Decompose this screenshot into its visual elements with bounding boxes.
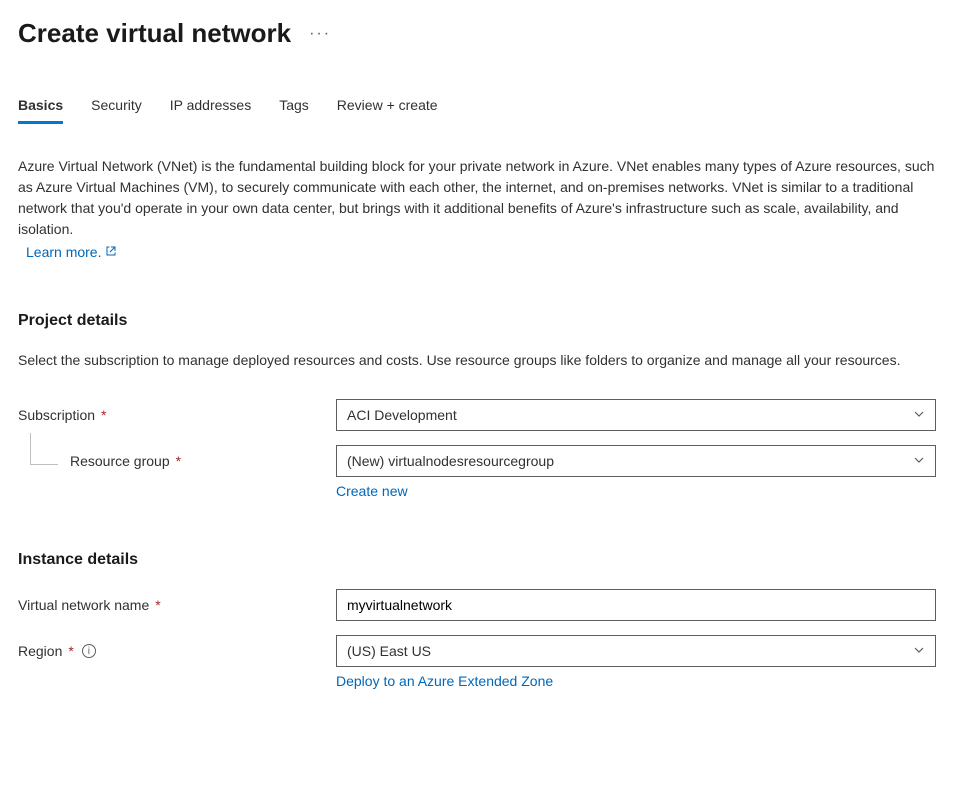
subscription-value: ACI Development (347, 407, 457, 423)
tabs: Basics Security IP addresses Tags Review… (18, 97, 938, 124)
chevron-down-icon (913, 453, 925, 469)
region-select[interactable]: (US) East US (336, 635, 936, 667)
required-indicator: * (176, 453, 181, 469)
vnet-name-label: Virtual network name * (18, 597, 336, 613)
subscription-select[interactable]: ACI Development (336, 399, 936, 431)
resource-group-value: (New) virtualnodesresourcegroup (347, 453, 554, 469)
indent-connector (30, 433, 58, 465)
deploy-extended-row: Deploy to an Azure Extended Zone (336, 673, 938, 689)
region-label: Region * i (18, 643, 336, 659)
info-icon[interactable]: i (82, 644, 96, 658)
tab-basics[interactable]: Basics (18, 97, 63, 124)
subscription-label: Subscription * (18, 407, 336, 423)
resource-group-row: Resource group * (New) virtualnodesresou… (18, 445, 938, 477)
learn-more-label: Learn more. (26, 244, 101, 260)
learn-more-link[interactable]: Learn more. (26, 244, 117, 260)
region-row: Region * i (US) East US (18, 635, 938, 667)
region-value: (US) East US (347, 643, 431, 659)
vnet-name-row: Virtual network name * (18, 589, 938, 621)
project-details-description: Select the subscription to manage deploy… (18, 350, 938, 371)
more-options-icon[interactable]: ··· (309, 25, 331, 43)
chevron-down-icon (913, 407, 925, 423)
required-indicator: * (68, 643, 73, 659)
resource-group-label: Resource group * (18, 453, 336, 469)
required-indicator: * (155, 597, 160, 613)
vnet-name-input[interactable] (336, 589, 936, 621)
instance-details-heading: Instance details (18, 551, 938, 569)
deploy-extended-link[interactable]: Deploy to an Azure Extended Zone (336, 673, 553, 689)
create-new-link[interactable]: Create new (336, 483, 408, 499)
project-details-heading: Project details (18, 312, 938, 330)
chevron-down-icon (913, 643, 925, 659)
external-link-icon (105, 245, 117, 260)
title-row: Create virtual network ··· (18, 18, 938, 49)
required-indicator: * (101, 407, 106, 423)
tab-tags[interactable]: Tags (279, 97, 309, 124)
tab-ip-addresses[interactable]: IP addresses (170, 97, 251, 124)
tab-review-create[interactable]: Review + create (337, 97, 438, 124)
resource-group-select[interactable]: (New) virtualnodesresourcegroup (336, 445, 936, 477)
subscription-row: Subscription * ACI Development (18, 399, 938, 431)
create-new-row: Create new (336, 483, 938, 499)
intro-description: Azure Virtual Network (VNet) is the fund… (18, 156, 938, 240)
page-title: Create virtual network (18, 18, 291, 49)
tab-security[interactable]: Security (91, 97, 142, 124)
